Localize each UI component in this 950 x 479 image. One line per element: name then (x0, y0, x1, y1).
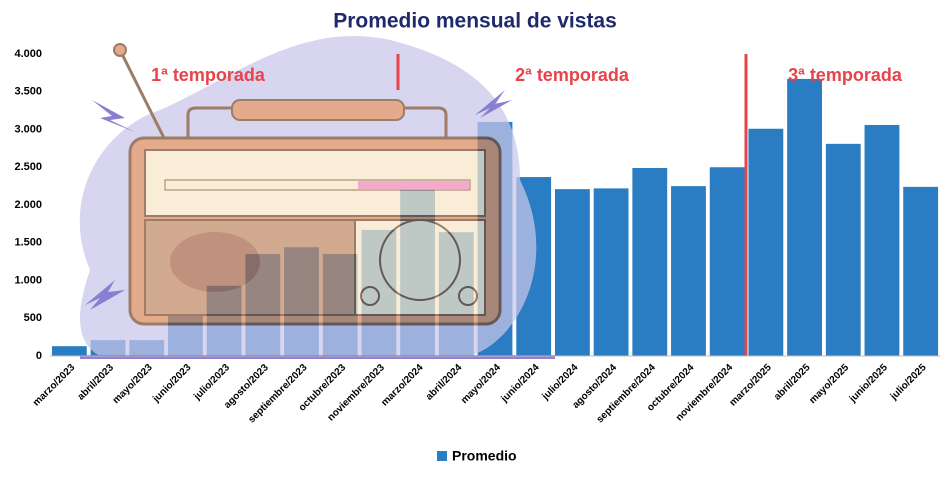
bar (787, 78, 822, 356)
legend-swatch (437, 451, 447, 461)
y-tick-label: 1.000 (14, 274, 42, 286)
x-tick-label: julio/2023 (191, 362, 232, 403)
x-tick-label: mayo/2024 (459, 362, 503, 406)
dial-bar (164, 179, 471, 191)
bar (632, 168, 668, 356)
knob (379, 219, 461, 301)
y-tick-label: 2.000 (14, 199, 42, 211)
bar (554, 189, 590, 356)
legend-label: Promedio (452, 448, 517, 464)
dial-indicator (358, 181, 469, 189)
x-tick-label: junio/2024 (499, 362, 542, 405)
x-tick-label: junio/2025 (847, 362, 890, 405)
bar (709, 167, 745, 356)
y-tick-label: 1.500 (14, 237, 42, 249)
x-tick-label: abril/2023 (76, 362, 117, 403)
y-tick-label: 4.000 (14, 48, 42, 60)
bar (593, 188, 629, 356)
spark (475, 90, 512, 118)
x-tick-label: julio/2025 (888, 362, 929, 403)
annotation: 1ª temporada (151, 65, 266, 85)
bar (51, 346, 87, 356)
bar (748, 128, 784, 356)
bar (671, 186, 706, 356)
x-tick-label: junio/2023 (150, 362, 193, 405)
x-tick-label: mayo/2023 (111, 362, 155, 406)
antenna (118, 49, 167, 141)
spark (85, 280, 125, 310)
bar (825, 143, 861, 356)
knob-small (458, 286, 478, 306)
knob-small (360, 286, 380, 306)
annotation: 3ª temporada (788, 65, 903, 85)
x-tick-label: marzo/2024 (379, 362, 426, 409)
annotation: 2ª temporada (515, 65, 630, 85)
y-tick-label: 2.500 (14, 161, 42, 173)
x-tick-label: abril/2025 (772, 362, 813, 403)
x-tick-label: marzo/2025 (728, 362, 775, 409)
y-tick-label: 500 (24, 312, 42, 324)
x-tick-label: mayo/2025 (807, 362, 851, 406)
y-tick-label: 3.000 (14, 123, 42, 135)
bar (903, 186, 939, 356)
bar (864, 124, 900, 356)
y-tick-label: 3.500 (14, 86, 42, 98)
spark (92, 100, 135, 132)
x-tick-label: julio/2024 (540, 362, 581, 403)
handle-grip (231, 99, 405, 121)
y-tick-label: 0 (36, 350, 42, 362)
x-tick-label: marzo/2023 (31, 362, 78, 409)
antenna-tip (113, 43, 127, 57)
x-tick-label: abril/2024 (424, 362, 465, 403)
chart-title: Promedio mensual de vistas (333, 10, 617, 33)
speaker-cone (170, 232, 260, 292)
radio-illustration (79, 36, 555, 359)
